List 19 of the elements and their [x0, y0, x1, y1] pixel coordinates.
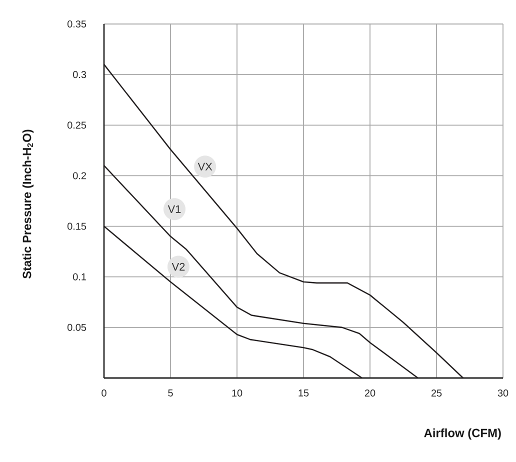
y-tick-label: 0.1 [73, 273, 86, 280]
annotation: V2 [172, 262, 185, 271]
y-tick-label: 0.15 [67, 222, 86, 230]
y-tick-label: 0.05 [67, 324, 86, 331]
y-tick-label: 0.2 [73, 172, 86, 180]
x-tick-label: 15 [298, 390, 309, 396]
x-tick-label: 25 [431, 390, 442, 397]
x-axis-title: Airflow (CFM) [424, 428, 501, 440]
x-tick-label: 10 [232, 390, 242, 397]
y-tick-label: 0.3 [73, 71, 86, 78]
x-tick-label: 20 [364, 390, 376, 397]
y-axis-title: Static Pressure (Inch-H$_{2}$O) [22, 130, 34, 279]
annotation: V1 [168, 205, 181, 213]
x-tick-label: 0 [102, 390, 106, 397]
x-tick-label: 5 [168, 390, 173, 396]
y-tick-label: 0.35 [67, 20, 86, 28]
x-tick-label: 30 [498, 390, 508, 397]
annotation: VX [198, 162, 212, 170]
y-tick-label: 0.25 [67, 122, 86, 129]
